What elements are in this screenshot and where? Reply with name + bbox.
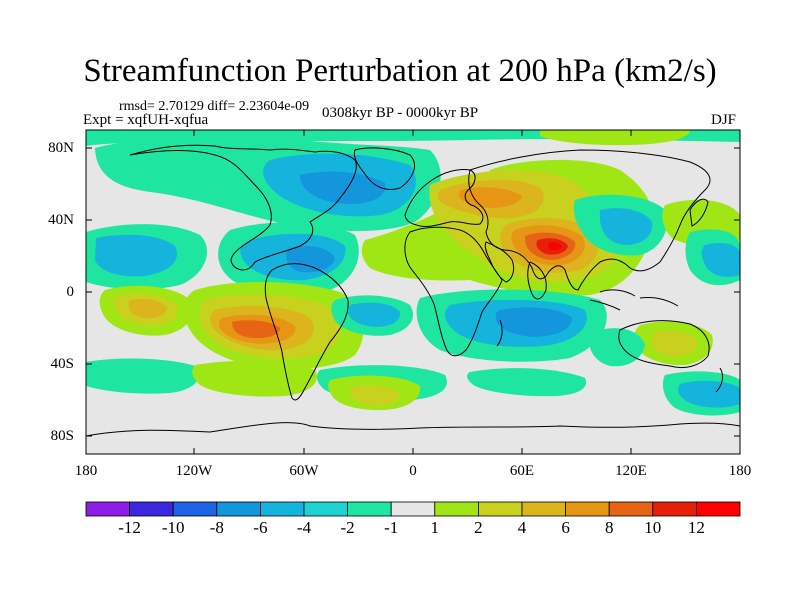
map-title: Streamfunction Perturbation at 200 hPa (… (83, 53, 717, 89)
colorbar-tick-label: -1 (384, 518, 399, 537)
colorbar-tick-label: -10 (161, 518, 185, 537)
lon-tick-label: 60E (509, 463, 535, 479)
lon-tick-label: 0 (409, 463, 417, 479)
anomaly-east-asia-negative (599, 208, 653, 245)
lat-tick-label: 80N (48, 140, 74, 156)
colorbar-box (521, 501, 566, 517)
colorbar-tick-label: 2 (474, 518, 483, 537)
colorbar-box (565, 501, 610, 517)
lon-tick-label: 120E (615, 463, 647, 479)
lon-tick-label: 60W (289, 463, 319, 479)
lat-tick-label: 0 (66, 284, 75, 300)
colorbar-tick-label: -12 (118, 518, 141, 537)
experiment-label: Expt = xqfUH-xqfua (83, 112, 209, 128)
lat-tick-label: 40N (48, 212, 74, 228)
colorbar-tick-label: -2 (340, 518, 355, 537)
colorbar-tick-label: 4 (517, 518, 527, 537)
lon-tick-label: 180 (74, 463, 98, 479)
colorbar-box (652, 501, 697, 517)
colorbar-box (608, 501, 654, 517)
lat-tick-label: 40S (50, 356, 74, 372)
period-label: 0308kyr BP - 0000kyr BP (322, 105, 479, 121)
colorbar-tick-label: 10 (644, 518, 662, 537)
colorbar-box (216, 501, 261, 517)
stats-text: rmsd= 2.70129 diff= 2.23604e-09 (119, 99, 310, 114)
colorbar-box (696, 501, 741, 517)
colorbar-tick-label: -8 (209, 518, 224, 537)
lat-tick-label: 80S (50, 428, 74, 444)
colorbar (85, 501, 741, 517)
season-label: DJF (711, 112, 737, 128)
colorbar-box (259, 501, 305, 517)
colorbar-box (477, 501, 523, 517)
colorbar-tick-label: -4 (296, 518, 312, 537)
colorbar-box (434, 501, 479, 517)
colorbar-box (172, 501, 218, 517)
axis-ticks (86, 130, 740, 454)
colorbar-box (390, 501, 436, 517)
colorbar-box (303, 501, 348, 517)
colorbar-tick-label: 12 (687, 518, 705, 537)
lon-tick-label: 180 (728, 463, 752, 479)
colorbar-box (129, 501, 174, 517)
colorbar-box (85, 501, 130, 517)
colorbar-tick-label: 1 (430, 518, 440, 537)
colorbar-tick-label: 6 (561, 518, 570, 537)
colorbar-box (347, 501, 392, 517)
coastlines (86, 144, 740, 437)
lon-tick-label: 120W (175, 463, 213, 479)
colorbar-tick-label: 8 (604, 518, 614, 537)
colorbar-tick-label: -6 (253, 518, 268, 537)
